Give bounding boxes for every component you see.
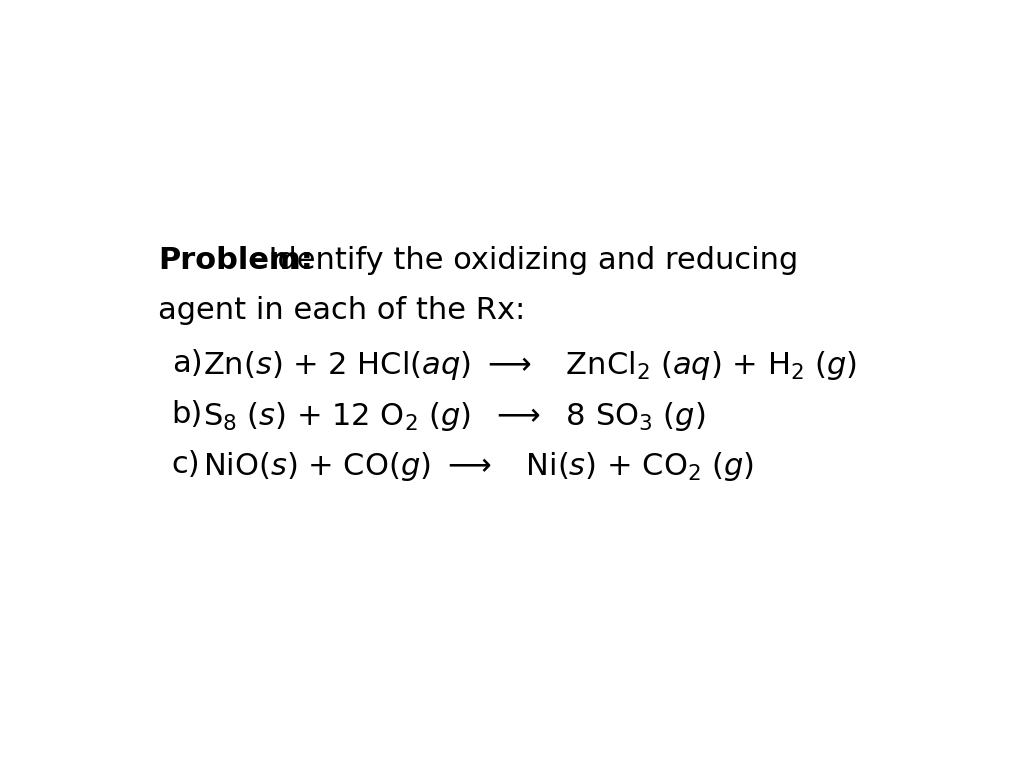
Text: c): c) [172,450,201,479]
Text: b): b) [172,399,203,429]
Text: agent in each of the Rx:: agent in each of the Rx: [158,296,525,325]
Text: a): a) [172,349,203,379]
Text: NiO($s$) + CO($g$) $\longrightarrow$   Ni($s$) + CO$_2$ ($g$): NiO($s$) + CO($g$) $\longrightarrow$ Ni(… [204,450,755,483]
Text: S$_8$ ($s$) + 12 O$_2$ ($g$)  $\longrightarrow$  8 SO$_3$ ($g$): S$_8$ ($s$) + 12 O$_2$ ($g$) $\longright… [204,399,706,432]
Text: Identify the oxidizing and reducing: Identify the oxidizing and reducing [250,246,799,275]
Text: Problem:: Problem: [158,246,313,275]
Text: Zn($s$) + 2 HCl($aq$) $\longrightarrow$   ZnCl$_2$ ($aq$) + H$_2$ ($g$): Zn($s$) + 2 HCl($aq$) $\longrightarrow$ … [204,349,857,382]
